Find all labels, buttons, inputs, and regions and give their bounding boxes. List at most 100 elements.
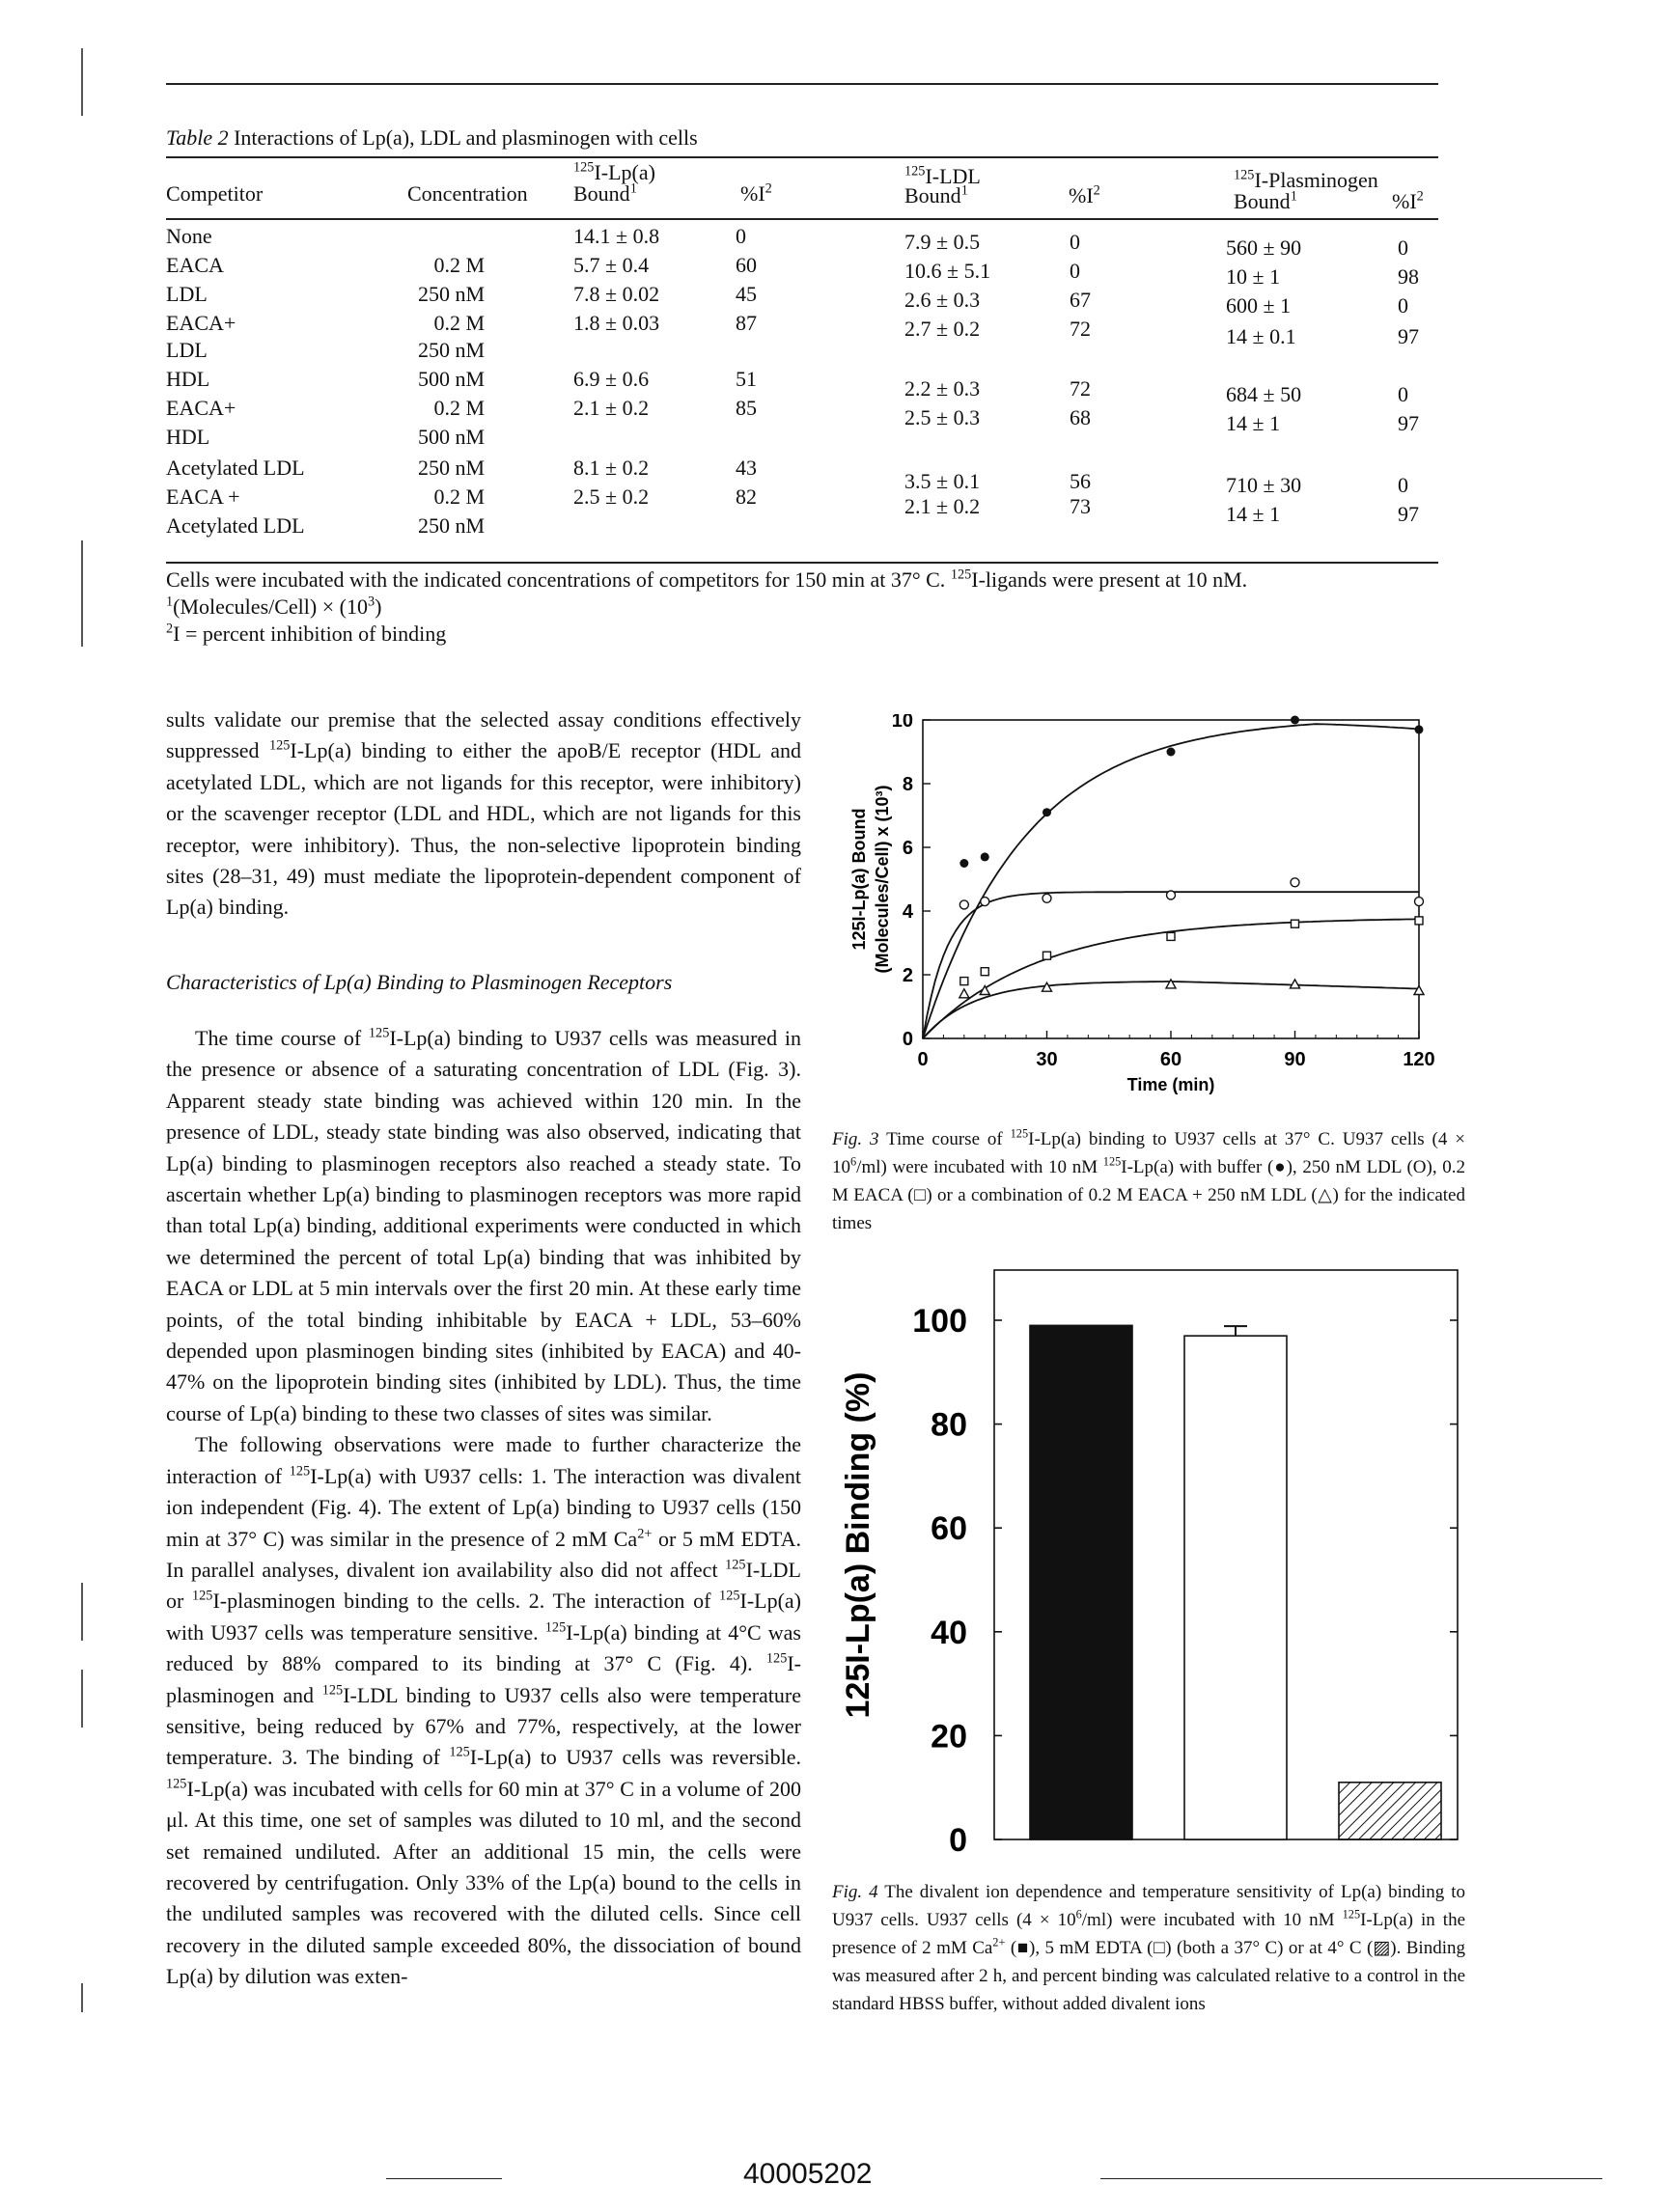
y-axis-label: 125I-Lp(a) Bound (Molecules/Cell) x (10³) — [849, 785, 892, 973]
table-footnote: 1(Molecules/Cell) × (103) — [166, 594, 382, 619]
fig3-plot: 0 30 60 90 120 0 2 4 6 8 10 Time (min) 125I-Lp(a) Bo… — [849, 714, 1435, 1094]
figure-3-chart: 0 30 60 90 120 0 2 4 6 8 10 Time (min) 125I-Lp(a) Bo… — [849, 714, 1435, 1094]
cell-concentration: 0.2 M — [433, 311, 485, 335]
data-point — [980, 967, 989, 977]
cell-lpa-bound: 6.9 ± 0.6 — [573, 367, 650, 391]
cell-lpa-bound: 14.1 ± 0.8 — [573, 224, 660, 248]
header-concentration: Concentration — [407, 181, 528, 206]
cell-ldl-bound: 2.7 ± 0.2 — [904, 317, 981, 341]
table-label: Table 2 — [166, 125, 229, 150]
cell-lpa-bound: 8.1 ± 0.2 — [573, 456, 650, 480]
fig3-frame — [922, 719, 1420, 1039]
cell-lpa-bound: 5.7 ± 0.4 — [573, 253, 650, 277]
y-tick-label: 80 — [931, 1407, 967, 1444]
table-bottom-rule — [166, 562, 1438, 564]
cell-plg-bound: 14 ± 0.1 — [1226, 324, 1296, 348]
y-tick-label: 6 — [903, 838, 913, 859]
cell-lpa-pct: 87 — [736, 311, 757, 335]
cell-lpa-pct: 43 — [736, 456, 757, 480]
x-tick-label: 120 — [1403, 1049, 1434, 1070]
cell-ldl-pct: 72 — [1070, 376, 1091, 401]
cell-ldl-bound: 10.6 ± 5.1 — [904, 259, 991, 283]
cell-ldl-bound: 2.2 ± 0.3 — [904, 376, 981, 401]
cell-competitor: EACA — [166, 253, 224, 277]
header-plg-title: 125I-Plasminogen — [1234, 167, 1378, 192]
header-lpa-title: 125I-Lp(a) — [573, 159, 655, 184]
header-ldl-pct: %I2 — [1069, 182, 1100, 207]
y-tick-label: 0 — [949, 1822, 967, 1859]
cell-ldl-pct: 0 — [1070, 259, 1080, 283]
cell-ldl-bound: 2.1 ± 0.2 — [904, 494, 981, 518]
data-point — [1042, 893, 1052, 904]
data-point — [1041, 981, 1053, 992]
cell-competitor: Acetylated LDL — [166, 456, 305, 480]
body-paragraph: The time course of 125I-Lp(a) binding to… — [166, 1023, 801, 1993]
data-point — [1289, 978, 1301, 989]
data-point — [1290, 919, 1300, 928]
cell-plg-pct: 0 — [1398, 382, 1408, 406]
data-point — [1413, 896, 1425, 907]
header-lpa-pct: %I2 — [740, 180, 772, 206]
y-tick-label: 0 — [903, 1029, 913, 1050]
y-tick-label: 20 — [931, 1718, 967, 1755]
cell-ldl-pct: 56 — [1070, 469, 1091, 493]
cell-plg-bound: 684 ± 50 — [1226, 382, 1302, 406]
cell-lpa-bound: 2.1 ± 0.2 — [573, 396, 650, 420]
section-heading: Characteristics of Lp(a) Binding to Plas… — [166, 970, 673, 994]
y-tick-label: 4 — [903, 901, 914, 923]
cell-lpa-pct: 82 — [736, 484, 757, 509]
data-point — [1166, 747, 1176, 757]
figure-4-chart: 0 20 40 60 80 100 125I-Lp(a) Binding (%) — [840, 1269, 1459, 1859]
data-point — [1042, 808, 1051, 817]
table-caption: Table 2 Interactions of Lp(a), LDL and p… — [166, 125, 698, 151]
data-point — [958, 987, 971, 999]
document-number: 40005202 — [743, 2158, 873, 2190]
y-axis-label: 125I-Lp(a) Binding (%) — [840, 1372, 876, 1719]
cell-plg-pct: 97 — [1398, 324, 1419, 348]
top-rule — [166, 83, 1438, 85]
cell-lpa-pct: 0 — [736, 224, 746, 248]
cell-competitor: EACA + — [166, 484, 240, 509]
cell-competitor: None — [166, 224, 212, 248]
y-tick-label: 2 — [903, 965, 913, 986]
cell-lpa-pct: 45 — [736, 282, 757, 306]
y-tick-label: 10 — [892, 714, 913, 732]
cell-plg-pct: 0 — [1398, 235, 1408, 260]
cell-lpa-bound: 1.8 ± 0.03 — [573, 311, 660, 335]
data-point — [959, 976, 969, 986]
cell-plg-bound: 14 ± 1 — [1226, 411, 1281, 435]
header-ldl-bound: Bound1 — [904, 182, 968, 207]
cell-competitor: EACA+ — [166, 311, 236, 335]
table-header-rule — [166, 218, 1438, 220]
cell-plg-pct: 97 — [1398, 502, 1419, 526]
cell-ldl-bound: 7.9 ± 0.5 — [904, 230, 981, 254]
fig3-caption-text: Time course of 125I-Lp(a) binding to U93… — [832, 1126, 1465, 1233]
header-plg-bound: Bound1 — [1234, 188, 1297, 213]
table-footnote: Cells were incubated with the indicated … — [166, 567, 1248, 592]
data-point — [1165, 890, 1177, 900]
cell-plg-bound: 14 ± 1 — [1226, 502, 1281, 526]
data-point — [1414, 725, 1424, 734]
cell-competitor: LDL — [166, 338, 208, 362]
cell-plg-pct: 0 — [1398, 293, 1408, 318]
cell-ldl-pct: 72 — [1070, 317, 1091, 341]
fit-curve — [922, 723, 1420, 1039]
cell-concentration: 0.2 M — [433, 253, 485, 277]
data-point — [1290, 877, 1300, 888]
fig3-label: Fig. 3 — [832, 1129, 879, 1149]
cell-lpa-pct: 51 — [736, 367, 757, 391]
header-ldl-title: 125I-LDL — [904, 163, 981, 188]
data-point — [1164, 978, 1178, 989]
header-plg-pct: %I2 — [1392, 188, 1424, 213]
cell-ldl-bound: 3.5 ± 0.1 — [904, 469, 981, 493]
cell-concentration: 500 nM — [417, 367, 485, 391]
data-point — [1412, 984, 1426, 996]
cell-competitor: HDL — [166, 367, 210, 391]
y-tick-label: 40 — [931, 1615, 967, 1651]
bottom-dash — [386, 2178, 502, 2179]
bar — [1338, 1782, 1442, 1840]
x-tick-label: 30 — [1036, 1049, 1057, 1070]
cell-lpa-pct: 60 — [736, 253, 757, 277]
data-point — [959, 859, 969, 868]
scan-edge-mark — [81, 1670, 83, 1728]
